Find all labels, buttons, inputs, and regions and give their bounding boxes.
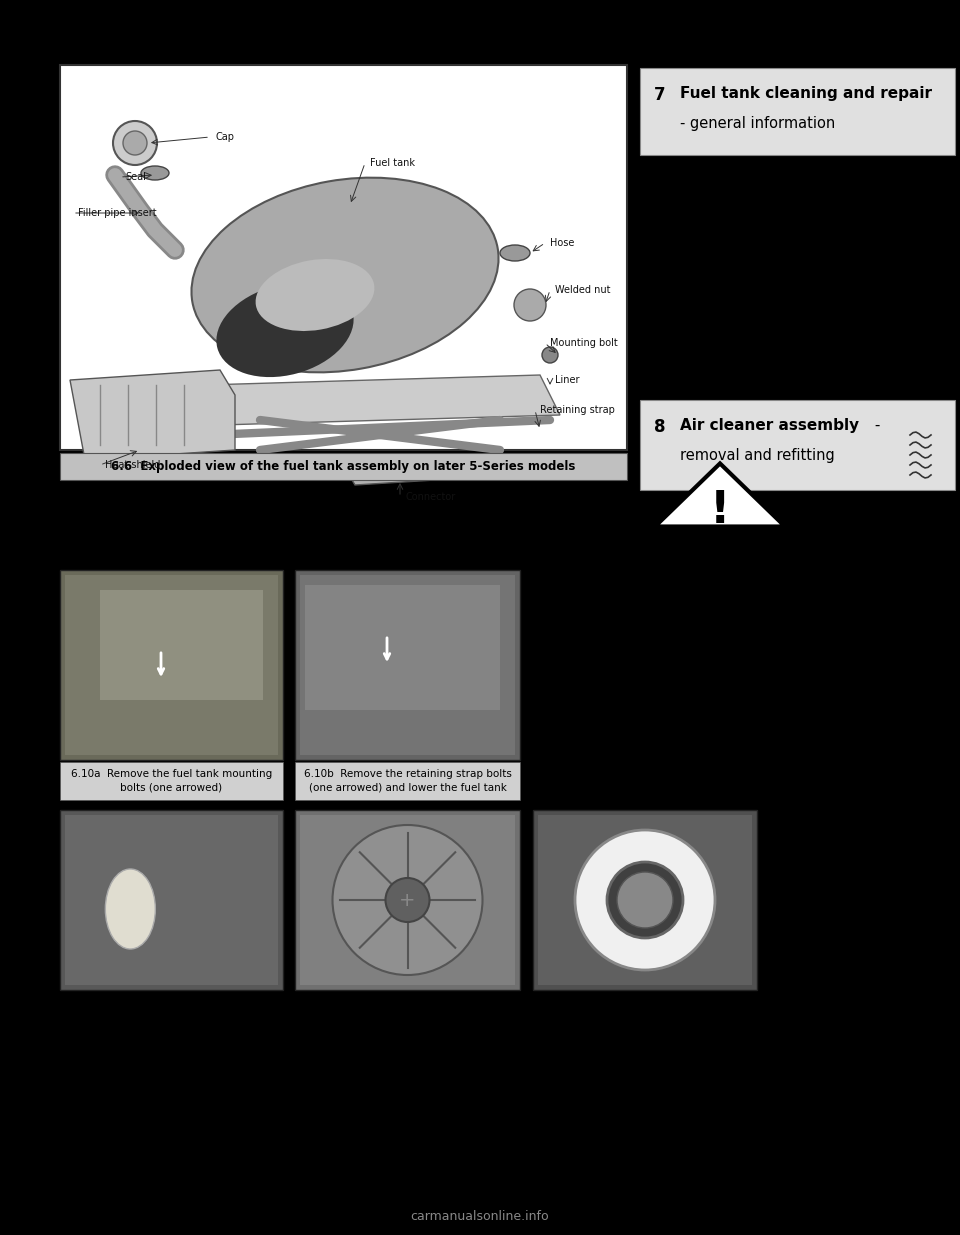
- Bar: [60, 571, 283, 760]
- Ellipse shape: [216, 283, 353, 377]
- Text: +: +: [399, 890, 416, 909]
- Bar: [295, 571, 520, 760]
- Bar: [60, 762, 283, 800]
- Text: Hose: Hose: [550, 238, 574, 248]
- Text: 6.10b  Remove the retaining strap bolts
(one arrowed) and lower the fuel tank: 6.10b Remove the retaining strap bolts (…: [303, 769, 512, 793]
- Ellipse shape: [500, 245, 530, 261]
- Circle shape: [123, 131, 147, 156]
- Text: Connector: Connector: [405, 492, 455, 501]
- Text: !: !: [709, 489, 731, 532]
- Text: 7: 7: [654, 86, 665, 104]
- Circle shape: [113, 121, 157, 165]
- Text: carmanualsonline.info: carmanualsonline.info: [411, 1210, 549, 1223]
- Bar: [305, 585, 500, 710]
- Circle shape: [542, 347, 558, 363]
- Text: Cap: Cap: [215, 132, 234, 142]
- Text: 6.10a  Remove the fuel tank mounting
bolts (one arrowed): 6.10a Remove the fuel tank mounting bolt…: [71, 769, 272, 793]
- Text: Filler pipe insert: Filler pipe insert: [78, 207, 156, 219]
- Bar: [640, 68, 955, 156]
- Bar: [295, 810, 520, 990]
- Ellipse shape: [255, 259, 374, 331]
- Text: 8: 8: [654, 417, 665, 436]
- Ellipse shape: [141, 165, 169, 180]
- Bar: [295, 762, 520, 800]
- Bar: [300, 576, 515, 755]
- Ellipse shape: [191, 178, 498, 372]
- Text: -: -: [870, 417, 880, 433]
- Bar: [65, 576, 278, 755]
- Text: Air cleaner assembly: Air cleaner assembly: [680, 417, 859, 433]
- Polygon shape: [340, 454, 435, 485]
- Text: Heat shield: Heat shield: [105, 459, 160, 471]
- Bar: [640, 400, 955, 490]
- Bar: [60, 65, 627, 450]
- Circle shape: [617, 872, 673, 927]
- Polygon shape: [70, 370, 235, 459]
- Circle shape: [332, 825, 483, 974]
- Text: 6.6  Exploded view of the fuel tank assembly on later 5-Series models: 6.6 Exploded view of the fuel tank assem…: [111, 459, 576, 473]
- Bar: [60, 453, 627, 480]
- Circle shape: [386, 878, 429, 923]
- Bar: [60, 810, 283, 990]
- Bar: [538, 815, 752, 986]
- Text: Liner: Liner: [555, 375, 580, 385]
- Text: Welded nut: Welded nut: [555, 285, 611, 295]
- Circle shape: [607, 862, 683, 939]
- Text: Seal: Seal: [125, 172, 146, 182]
- Circle shape: [575, 830, 715, 969]
- Bar: [300, 815, 515, 986]
- Text: - general information: - general information: [680, 116, 835, 131]
- Text: Fuel tank: Fuel tank: [370, 158, 415, 168]
- Bar: [100, 590, 263, 700]
- Text: Mounting bolt: Mounting bolt: [550, 338, 617, 348]
- Text: Fuel tank cleaning and repair: Fuel tank cleaning and repair: [680, 86, 932, 101]
- Text: removal and refitting: removal and refitting: [680, 448, 835, 463]
- Bar: [533, 810, 757, 990]
- Text: Retaining strap: Retaining strap: [540, 405, 614, 415]
- Polygon shape: [655, 463, 785, 526]
- Circle shape: [514, 289, 546, 321]
- Ellipse shape: [106, 869, 156, 948]
- Bar: [65, 815, 278, 986]
- Polygon shape: [205, 375, 560, 425]
